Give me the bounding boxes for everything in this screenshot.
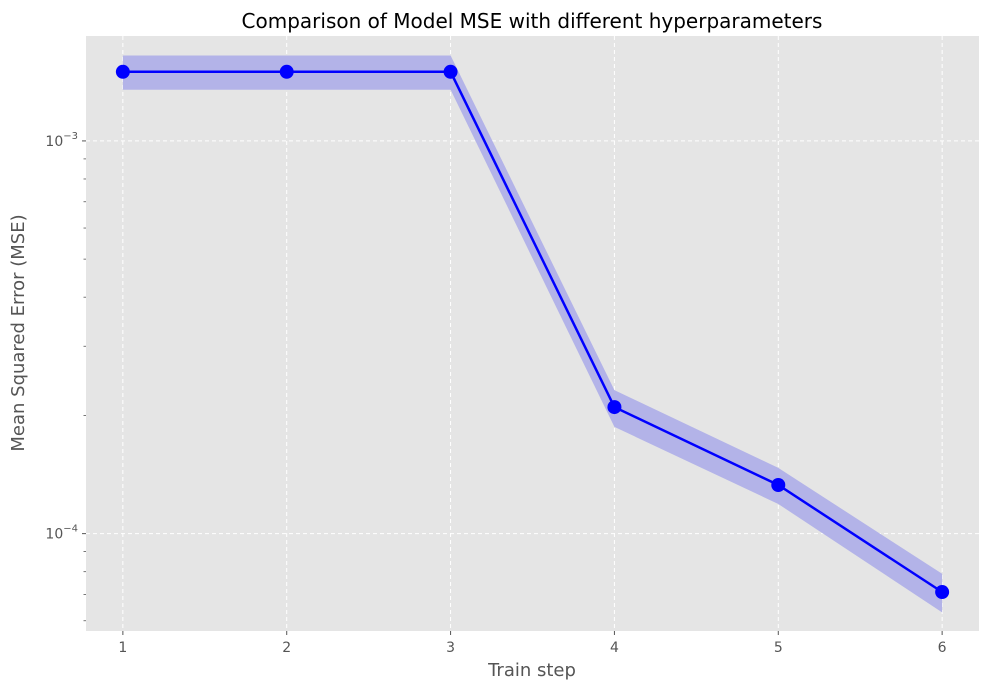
x-tick-label: 3 [446, 640, 455, 656]
data-point [443, 64, 458, 79]
data-point [607, 400, 622, 415]
series-markers [115, 64, 950, 600]
x-tick-label: 6 [938, 640, 947, 656]
confidence-band [122, 55, 943, 613]
x-tick-label: 4 [610, 640, 619, 656]
y-tick-label: 10−3 [45, 131, 78, 150]
data-point [935, 585, 950, 600]
x-tick-label: 1 [118, 640, 127, 656]
x-tick-label: 5 [774, 640, 783, 656]
chart-title: Comparison of Model MSE with different h… [242, 9, 823, 33]
x-tick-labels: 1 2 3 4 5 6 [118, 631, 947, 656]
x-tick-label: 2 [282, 640, 291, 656]
data-point [279, 64, 294, 79]
y-tick-label: 10−4 [45, 524, 78, 543]
series-line [122, 70, 943, 594]
data-point [771, 477, 786, 492]
y-axis-label: Mean Squared Error (MSE) [8, 214, 29, 451]
data-point [115, 64, 130, 79]
x-axis-label: Train step [487, 660, 576, 681]
y-tick-labels: 10−3 10−4 [45, 131, 86, 622]
